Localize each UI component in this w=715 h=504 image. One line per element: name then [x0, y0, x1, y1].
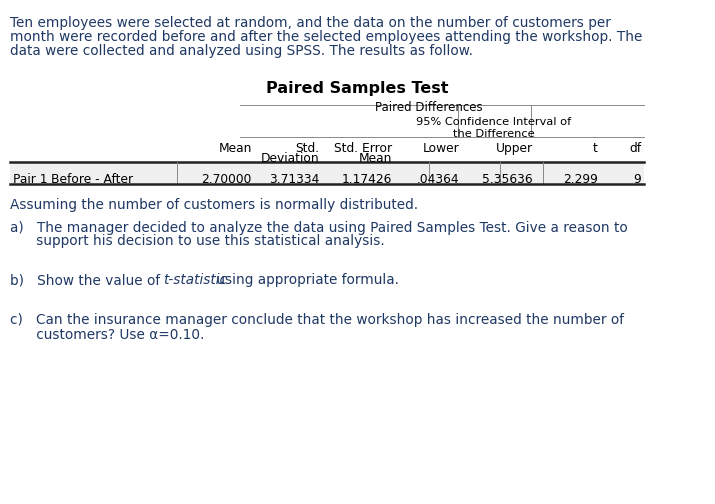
Text: Assuming the number of customers is normally distributed.: Assuming the number of customers is norm…: [10, 198, 418, 212]
Text: 1.17426: 1.17426: [342, 173, 392, 186]
Text: 3.71334: 3.71334: [270, 173, 320, 186]
Bar: [10, 162, 644, 184]
Text: Mean: Mean: [218, 142, 252, 155]
Text: c)   Can the insurance manager conclude that the workshop has increased the numb: c) Can the insurance manager conclude th…: [10, 313, 624, 328]
Text: data were collected and analyzed using SPSS. The results as follow.: data were collected and analyzed using S…: [10, 44, 473, 58]
Text: 5.35636: 5.35636: [482, 173, 533, 186]
Text: .04364: .04364: [417, 173, 460, 186]
Text: Pair 1: Pair 1: [13, 173, 47, 186]
Text: Lower: Lower: [423, 142, 460, 155]
Text: t-statistic: t-statistic: [163, 273, 227, 287]
Text: a)   The manager decided to analyze the data using Paired Samples Test. Give a r: a) The manager decided to analyze the da…: [10, 221, 628, 235]
Text: df: df: [629, 142, 641, 155]
Text: Std. Error: Std. Error: [334, 142, 392, 155]
Text: b)   Show the value of: b) Show the value of: [10, 273, 164, 287]
Text: the Difference: the Difference: [453, 129, 534, 139]
Text: 95% Confidence Interval of: 95% Confidence Interval of: [415, 117, 571, 128]
Text: Std.: Std.: [295, 142, 320, 155]
Text: Mean: Mean: [358, 152, 392, 165]
Text: Upper: Upper: [495, 142, 533, 155]
Text: t: t: [593, 142, 598, 155]
Text: 9: 9: [633, 173, 641, 186]
Text: Paired Samples Test: Paired Samples Test: [266, 81, 449, 96]
Text: 2.299: 2.299: [563, 173, 598, 186]
Text: Paired Differences: Paired Differences: [375, 101, 483, 114]
Text: month were recorded before and after the selected employees attending the worksh: month were recorded before and after the…: [10, 30, 642, 44]
Text: customers? Use α=0.10.: customers? Use α=0.10.: [10, 328, 204, 342]
Text: using appropriate formula.: using appropriate formula.: [212, 273, 400, 287]
Text: 2.70000: 2.70000: [202, 173, 252, 186]
Text: support his decision to use this statistical analysis.: support his decision to use this statist…: [10, 234, 385, 248]
Text: Before - After: Before - After: [51, 173, 134, 186]
Text: Ten employees were selected at random, and the data on the number of customers p: Ten employees were selected at random, a…: [10, 16, 611, 30]
Text: Deviation: Deviation: [261, 152, 320, 165]
